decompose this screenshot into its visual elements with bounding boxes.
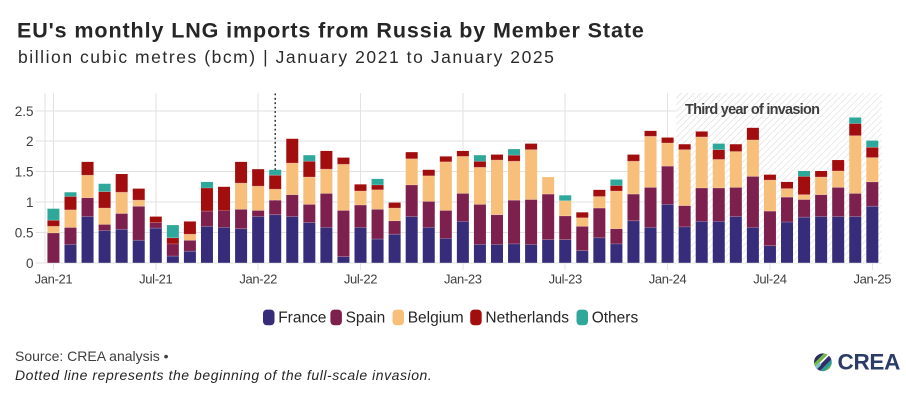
svg-text:Netherlands: Netherlands <box>485 310 569 327</box>
svg-text:EU's monthly LNG imports from: EU's monthly LNG imports from Russia by … <box>17 19 645 43</box>
svg-text:Spain: Spain <box>346 310 386 327</box>
svg-text:Jan-23: Jan-23 <box>444 272 482 287</box>
svg-text:Jul-24: Jul-24 <box>753 272 786 287</box>
svg-text:2: 2 <box>26 134 34 149</box>
svg-text:1: 1 <box>26 195 34 210</box>
svg-text:Belgium: Belgium <box>408 310 464 327</box>
svg-text:0: 0 <box>26 256 34 271</box>
svg-text:France: France <box>278 310 326 327</box>
svg-text:Third year of invasion: Third year of invasion <box>685 102 819 118</box>
svg-text:billion cubic metres (bcm) | J: billion cubic metres (bcm) | January 202… <box>18 47 555 67</box>
svg-text:Jan-24: Jan-24 <box>649 272 687 287</box>
svg-text:Jul-21: Jul-21 <box>139 272 172 287</box>
svg-text:CREA: CREA <box>838 350 901 375</box>
svg-text:Jul-22: Jul-22 <box>344 272 377 287</box>
svg-text:Source: CREA analysis •: Source: CREA analysis • <box>15 348 169 364</box>
svg-text:Dotted line represents the beg: Dotted line represents the beginning of … <box>15 367 432 383</box>
svg-text:Jan-22: Jan-22 <box>239 272 277 287</box>
svg-text:Jan-21: Jan-21 <box>35 272 73 287</box>
svg-text:2.5: 2.5 <box>15 104 34 119</box>
svg-text:0.5: 0.5 <box>15 225 34 240</box>
svg-text:1.5: 1.5 <box>15 165 34 180</box>
svg-text:Jul-23: Jul-23 <box>549 272 582 287</box>
svg-text:Others: Others <box>592 310 639 327</box>
svg-text:Jan-25: Jan-25 <box>853 272 891 287</box>
